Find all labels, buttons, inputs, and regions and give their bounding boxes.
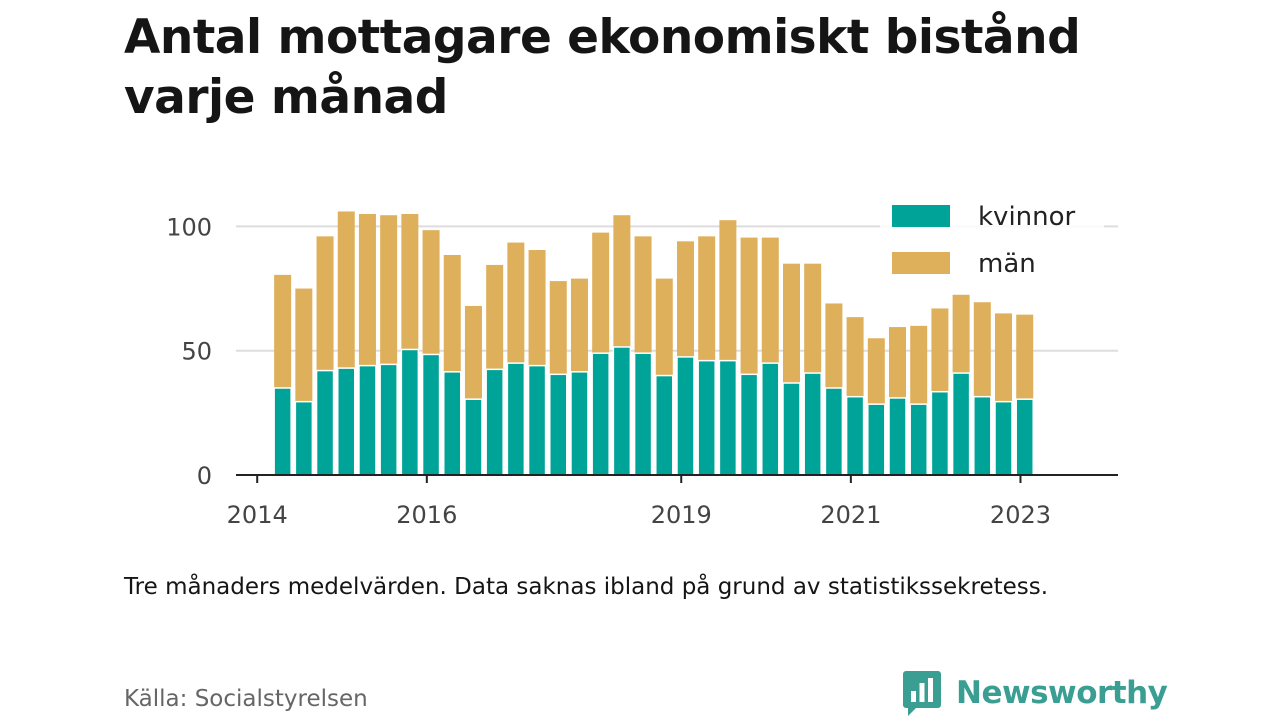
bar-man	[804, 263, 822, 374]
x-tick-label: 2021	[820, 501, 881, 529]
bar-kvinnor	[803, 372, 822, 476]
bar-man	[422, 230, 440, 355]
bar-kvinnor	[697, 359, 716, 476]
bar-kvinnor	[718, 359, 738, 476]
bar-kvinnor	[782, 382, 801, 476]
x-tick-label: 2019	[651, 501, 712, 529]
bar-kvinnor	[909, 403, 928, 476]
bar-kvinnor	[506, 362, 526, 476]
stacked-bar-chart: 0 50 100 2014 2016 2019 2021 2023 kvinnor män	[166, 190, 1118, 529]
x-tick-label: 2014	[227, 501, 288, 529]
bar-kvinnor	[294, 400, 314, 476]
bar-man	[910, 325, 928, 405]
bar-man	[952, 294, 970, 374]
bar-man	[889, 327, 906, 398]
bar-man	[528, 250, 546, 366]
bar-kvinnor	[867, 403, 886, 476]
bar-man	[867, 338, 885, 405]
legend: kvinnor män	[880, 190, 1104, 294]
x-tick-label: 2023	[990, 501, 1051, 529]
bar-kvinnor	[845, 395, 865, 476]
bar-man	[570, 278, 588, 372]
bar-kvinnor	[570, 371, 589, 476]
bar-kvinnor	[527, 364, 547, 476]
y-tick-label: 50	[181, 338, 212, 366]
bar-man	[973, 302, 991, 397]
axes: 0 50 100 2014 2016 2019 2021 2023	[166, 213, 1118, 529]
bar-kvinnor	[633, 352, 653, 476]
bar-man	[295, 288, 313, 402]
bar-man	[634, 236, 652, 354]
bar-man	[486, 264, 504, 370]
bar-man	[401, 213, 419, 350]
bar-kvinnor	[421, 353, 441, 476]
bar-kvinnor	[973, 395, 992, 476]
bar-kvinnor	[464, 398, 483, 476]
bar-man	[316, 236, 334, 371]
bar-kvinnor	[591, 352, 610, 476]
source-label: Källa: Socialstyrelsen	[124, 686, 368, 712]
bar-kvinnor	[443, 371, 462, 476]
brand-name: Newsworthy	[956, 675, 1168, 711]
bar-man	[761, 237, 779, 364]
bar-kvinnor	[1015, 398, 1034, 476]
bar-man	[698, 236, 716, 361]
bar-kvinnor	[379, 363, 398, 476]
chart-note: Tre månaders medelvärden. Data saknas ib…	[124, 574, 1049, 600]
newsworthy-logo[interactable]: Newsworthy	[902, 668, 1168, 718]
bar-man	[337, 211, 355, 369]
bar-man	[825, 303, 843, 388]
legend-swatch	[892, 252, 950, 274]
bar-man	[719, 220, 737, 361]
bar-man	[782, 263, 800, 384]
x-tick-label: 2016	[396, 501, 457, 529]
bar-man	[846, 317, 864, 397]
bar-kvinnor	[994, 400, 1013, 476]
bar-kvinnor	[337, 367, 356, 476]
bar-man	[995, 313, 1013, 402]
bar-man	[1016, 314, 1034, 400]
bar-man	[655, 278, 673, 376]
legend-swatch	[892, 205, 950, 227]
bar-kvinnor	[761, 362, 780, 476]
bar-man	[443, 254, 461, 372]
bar-kvinnor	[951, 372, 971, 476]
bar-man	[380, 215, 398, 365]
chart-title: Antal mottagare ekonomiskt bistånd varje…	[124, 10, 1081, 125]
bar-man	[740, 237, 758, 375]
bars	[273, 211, 1034, 476]
bar-kvinnor	[358, 364, 377, 476]
y-tick-label: 100	[166, 213, 212, 241]
bar-kvinnor	[485, 368, 504, 476]
bar-man	[613, 215, 631, 347]
bar-chart-speech-bubble-icon	[903, 671, 941, 716]
bar-man	[592, 232, 610, 354]
bar-man	[507, 242, 525, 364]
bar-kvinnor	[315, 369, 335, 476]
bar-kvinnor	[400, 348, 420, 476]
legend-label: kvinnor	[978, 202, 1076, 232]
bar-man	[358, 213, 376, 366]
bar-kvinnor	[549, 373, 568, 476]
bar-man	[676, 241, 694, 357]
bar-kvinnor	[676, 356, 695, 476]
bar-kvinnor	[655, 374, 674, 476]
bar-man	[549, 281, 567, 375]
bar-kvinnor	[888, 397, 907, 476]
bar-kvinnor	[824, 387, 844, 476]
y-tick-label: 0	[197, 462, 212, 490]
bar-kvinnor	[930, 390, 950, 476]
legend-label: män	[978, 249, 1036, 279]
bar-kvinnor	[273, 387, 292, 476]
bar-man	[931, 308, 949, 392]
bar-man	[464, 305, 482, 400]
bar-kvinnor	[612, 346, 632, 476]
bar-kvinnor	[739, 373, 759, 476]
bar-man	[274, 274, 292, 388]
